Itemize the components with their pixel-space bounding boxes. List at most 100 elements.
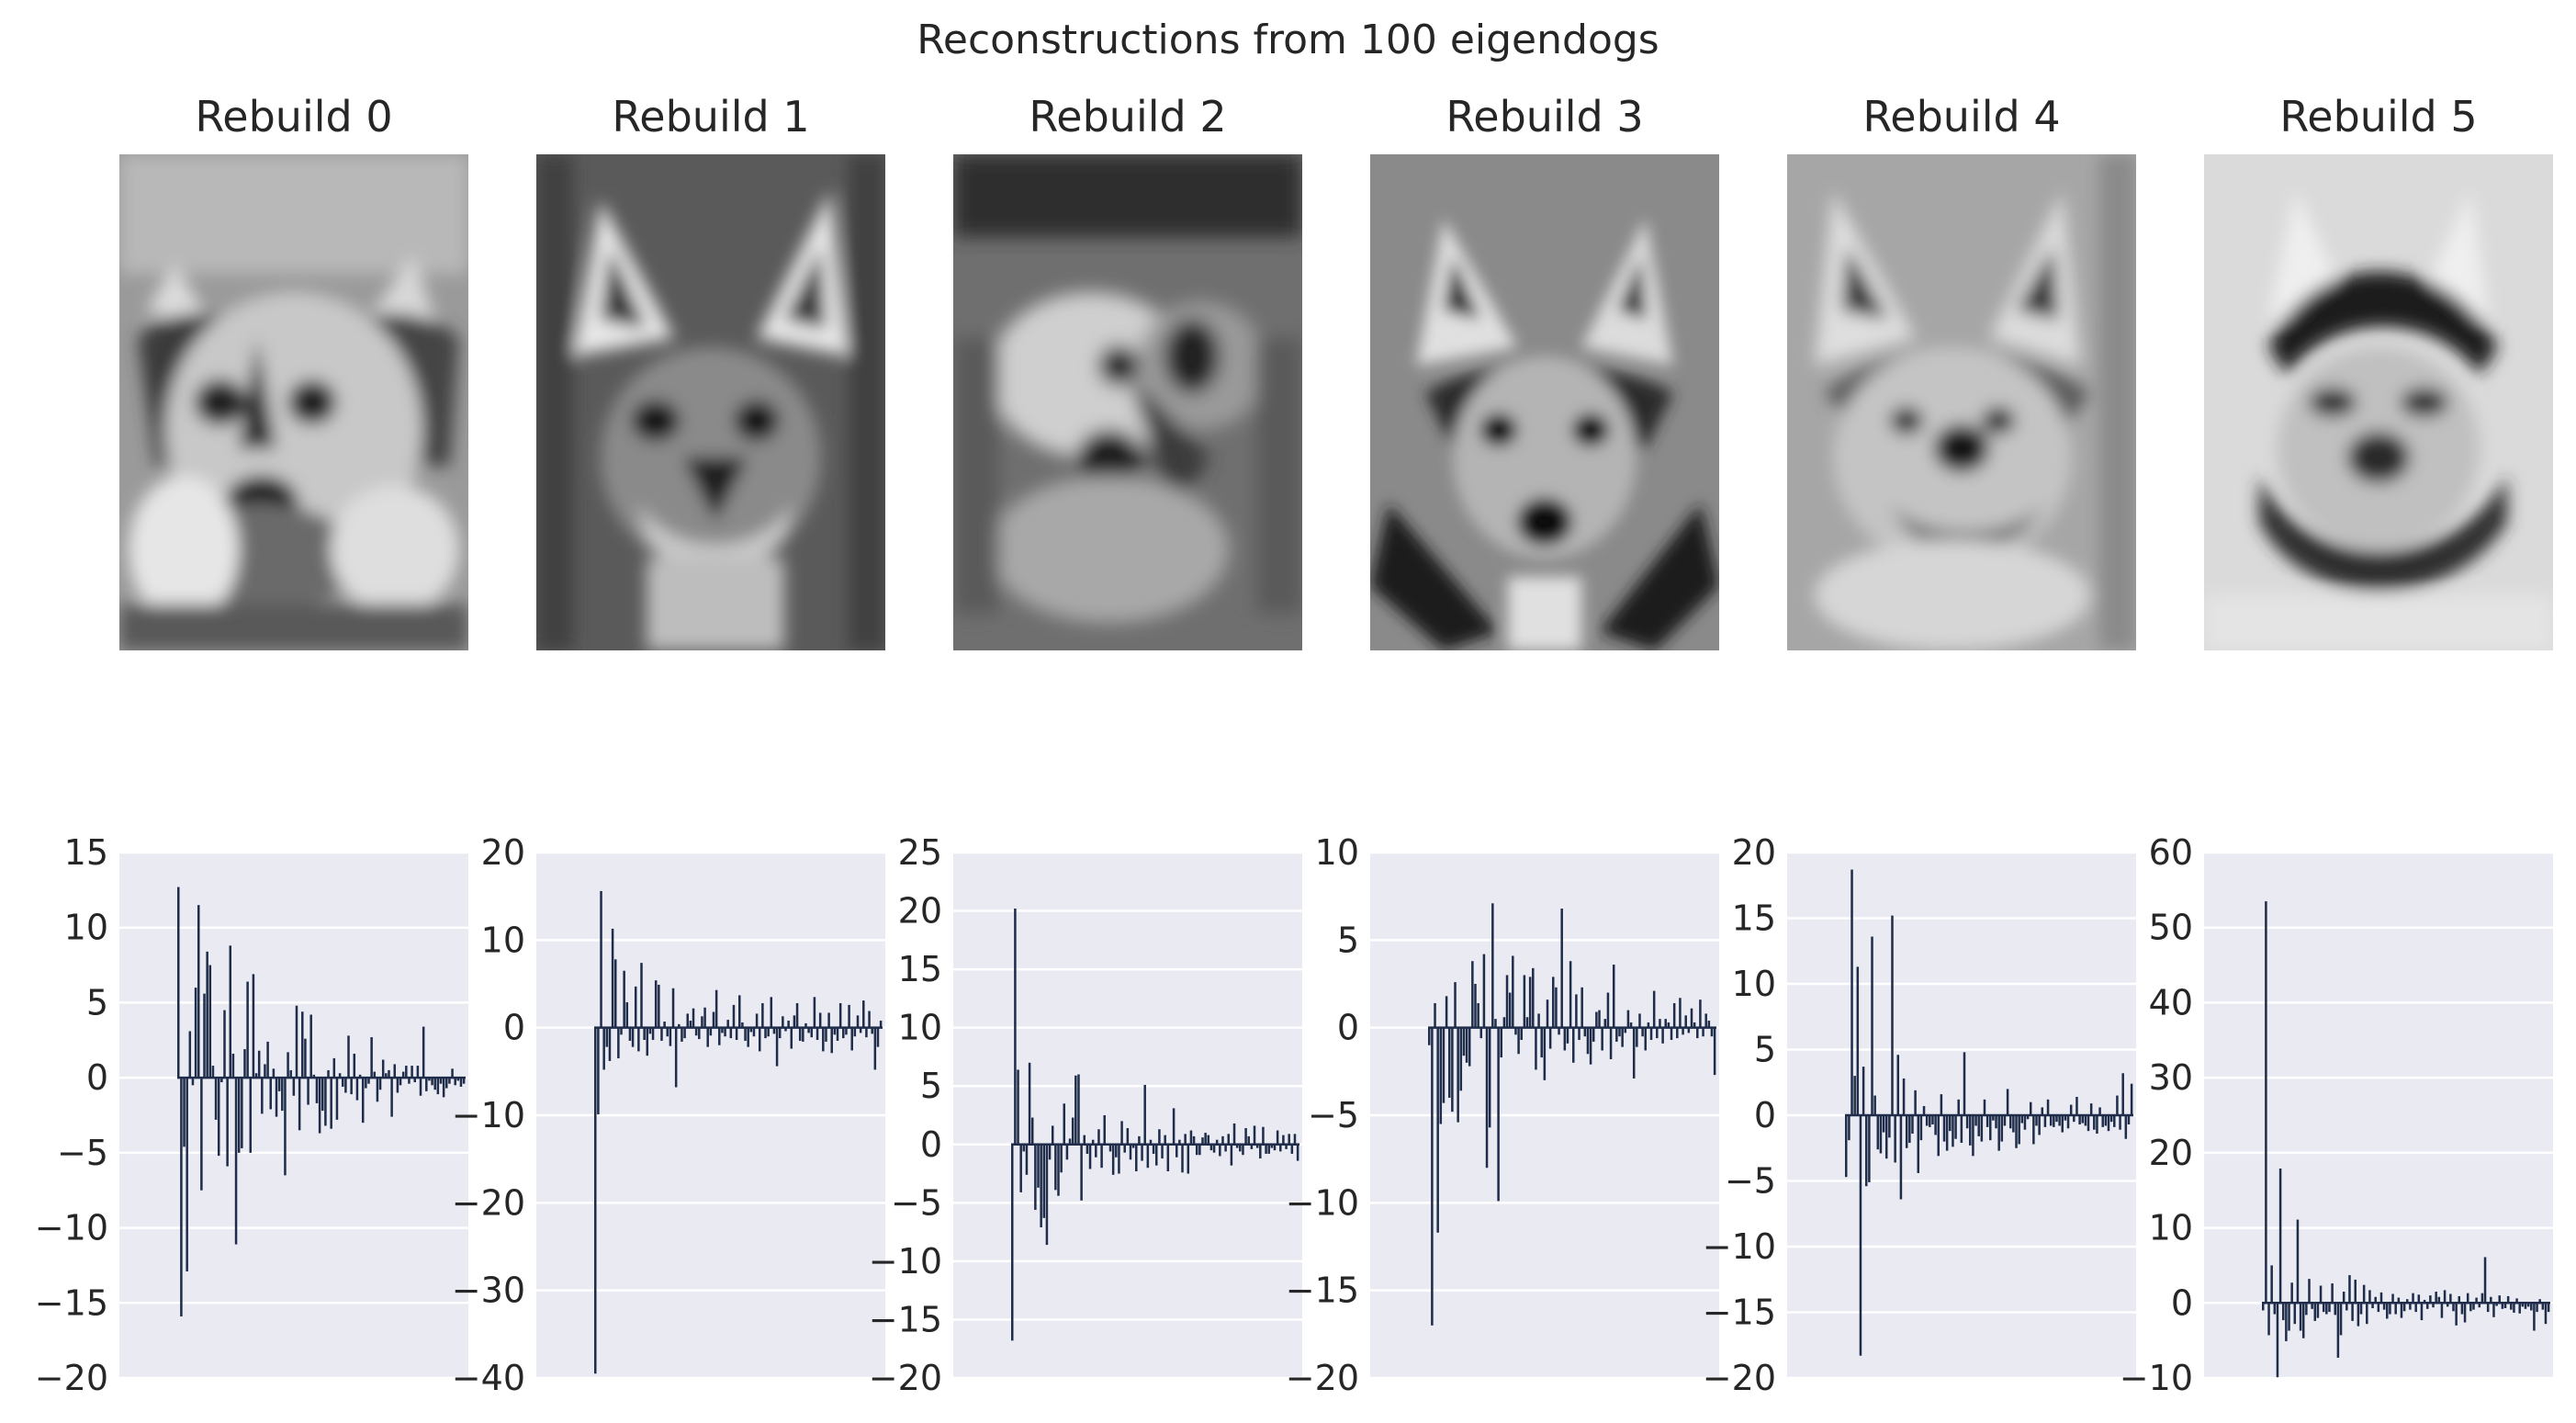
chart-5-bar (2472, 1303, 2475, 1310)
chart-1-bar (752, 1027, 756, 1037)
chart-1-bar (755, 1013, 759, 1028)
chart-3-bar (1696, 1027, 1699, 1039)
chart-5-bar (2423, 1300, 2426, 1304)
chart-1-bar (873, 1027, 877, 1070)
chart-3-bar (1558, 1027, 1560, 1035)
chart-3-bar (1687, 1027, 1691, 1033)
chart-3-bar (1552, 977, 1555, 1028)
coef-chart-2: 25 20 15 10 5 0 −5 −10 −15 −20 (869, 832, 1302, 1398)
chart-5-bar (2293, 1303, 2297, 1325)
chart-0-bar (177, 887, 180, 1079)
chart-1-bar (798, 1027, 802, 1041)
figure-title: Reconstructions from 100 eigendogs (917, 17, 1659, 63)
chart-4-bar (2087, 1115, 2090, 1132)
chart-3-bar (1629, 1022, 1633, 1028)
chart-0-bar (448, 1078, 451, 1084)
chart-1-bar (631, 1027, 635, 1047)
chart-2-ytick-label: −15 (869, 1299, 942, 1339)
chart-2-bar (1207, 1135, 1210, 1145)
chart-4-bar (1960, 1115, 1963, 1144)
chart-5-bar (2288, 1303, 2290, 1331)
chart-0-bar (451, 1068, 454, 1079)
chart-3-bar (1528, 977, 1532, 1028)
chart-2-bar (1097, 1129, 1100, 1145)
chart-1-bar (611, 928, 614, 1028)
chart-3-bar (1595, 1011, 1598, 1028)
chart-1-bar (836, 1027, 839, 1041)
chart-0-bar (335, 1078, 339, 1120)
chart-0-bar (264, 1064, 266, 1079)
chart-1-bar (793, 1015, 796, 1028)
chart-3-bar (1532, 967, 1535, 1028)
chart-5-ytick-label: 50 (2149, 908, 2193, 948)
chart-4-bar (1957, 1099, 1960, 1115)
chart-2-bar (1212, 1144, 1216, 1153)
chart-4-bar (1862, 1067, 1865, 1115)
chart-1-bar (862, 1000, 865, 1028)
chart-2-bar (1172, 1108, 1176, 1145)
chart-3-bar (1566, 1027, 1569, 1044)
chart-0-bar (275, 1078, 278, 1117)
chart-3-bar (1540, 1027, 1543, 1058)
chart-0-bar (350, 1078, 353, 1095)
chart-3-bar (1621, 1027, 1624, 1047)
chart-2-ytick-label: 0 (920, 1124, 942, 1165)
chart-3-bar (1667, 1022, 1670, 1028)
chart-3-bar (1497, 1027, 1500, 1202)
chart-1-bar (787, 1021, 790, 1028)
chart-5-bar (2296, 1219, 2300, 1304)
chart-4-bar (1974, 1115, 1977, 1126)
chart-5-bar (2386, 1303, 2389, 1319)
chart-4-bar (1989, 1115, 1992, 1141)
chart-1-bar (749, 1027, 753, 1033)
chart-0-bar (442, 1078, 445, 1098)
chart-1-bar (772, 1027, 776, 1034)
chart-2-ytick-label: 15 (898, 949, 942, 989)
chart-5-bar (2290, 1282, 2293, 1304)
chart-4-bar (1949, 1115, 1952, 1132)
chart-4-bar (2130, 1083, 2133, 1115)
chart-4-bar (1908, 1115, 1911, 1144)
chart-2-bar (1120, 1121, 1123, 1145)
chart-1-bar (597, 1027, 600, 1115)
chart-1-bar (643, 1027, 646, 1041)
chart-0-bar (396, 1078, 399, 1093)
chart-2-bar (1135, 1144, 1138, 1172)
chart-4-bar (1853, 1076, 1856, 1115)
chart-3-bar (1512, 955, 1514, 1028)
chart-0-bar (388, 1069, 390, 1079)
chart-4-bar (1894, 1115, 1896, 1163)
chart-0-bar (292, 1078, 296, 1096)
chart-3-bar (1508, 992, 1512, 1028)
chart-5-bar (2319, 1285, 2323, 1304)
chart-1-bar (865, 1027, 868, 1038)
chart-4-bar (1848, 1115, 1850, 1141)
chart-2-bar (1048, 1144, 1052, 1160)
chart-1-ytick-label: 0 (503, 1008, 525, 1048)
chart-3-bar (1454, 982, 1457, 1028)
chart-4-bar (1942, 1115, 1946, 1142)
chart-0-bar (191, 1078, 195, 1086)
chart-3-bar (1491, 903, 1494, 1028)
chart-2-bar (1017, 1069, 1019, 1145)
chart-2-bar (1100, 1144, 1103, 1169)
chart-1-bar (767, 1027, 770, 1037)
chart-5-ytick-label: 30 (2149, 1057, 2193, 1098)
chart-4-bar (2081, 1115, 2084, 1124)
chart-4-bar (2008, 1115, 2012, 1129)
chart-3-bar (1664, 1019, 1667, 1028)
chart-4-bar (2101, 1115, 2104, 1127)
chart-0-bar (229, 945, 232, 1079)
chart-4-bar (1995, 1115, 1997, 1129)
chart-4-bar (1969, 1115, 1972, 1146)
chart-0-bar (376, 1078, 379, 1102)
chart-0-bar (254, 1073, 258, 1079)
chart-4-bar (1879, 1115, 1883, 1154)
chart-0-bar (433, 1078, 436, 1090)
chart-4-bar (1871, 936, 1873, 1115)
chart-2-bar (1232, 1123, 1236, 1145)
chart-1-bar (822, 1027, 825, 1052)
chart-5-bar (2359, 1303, 2363, 1315)
chart-3-ytick-label: −15 (1286, 1271, 1359, 1311)
